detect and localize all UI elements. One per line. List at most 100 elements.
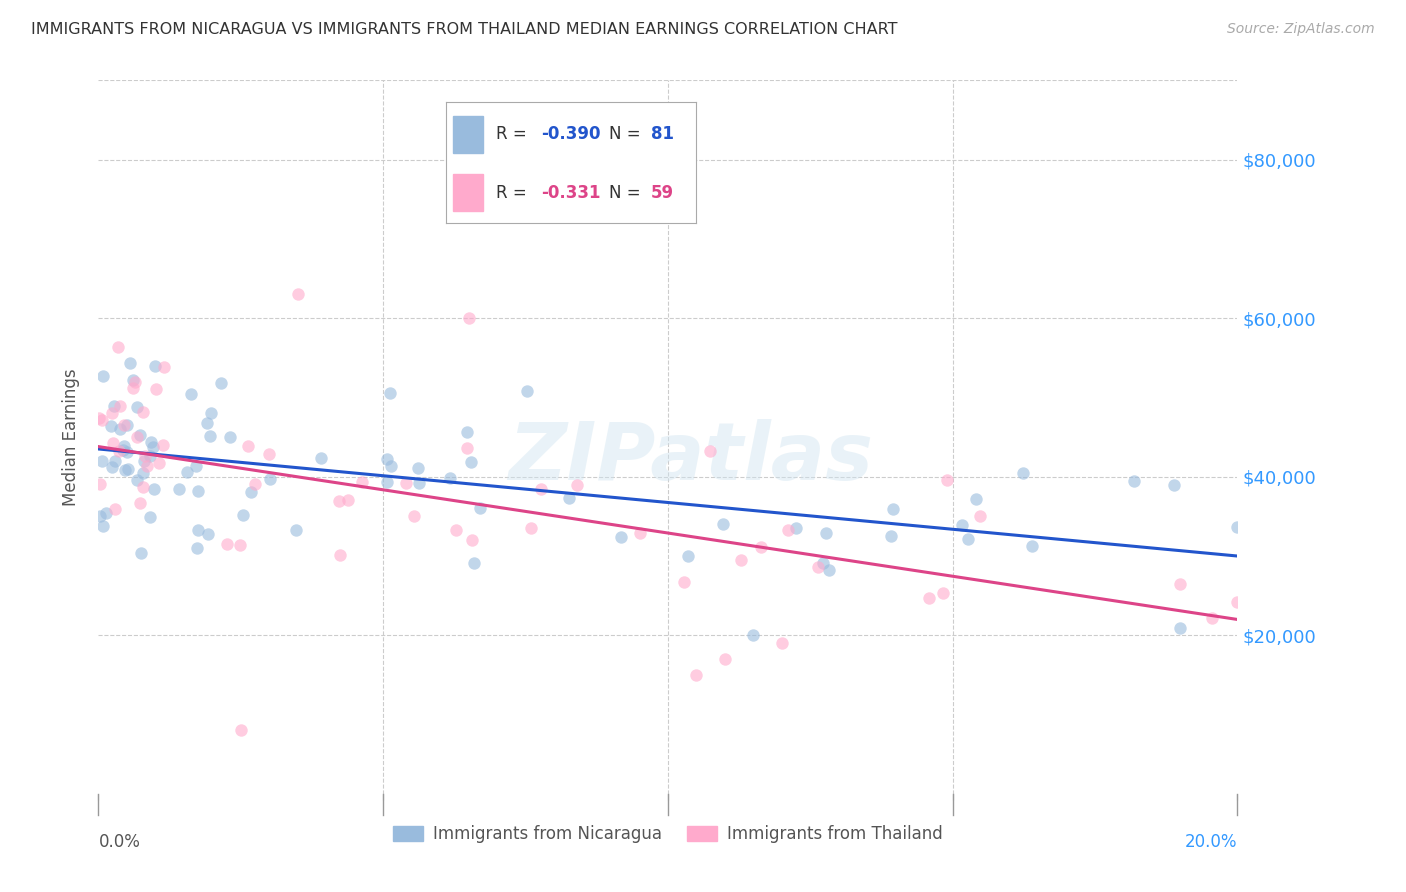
Point — [404, 509, 426, 524]
Point — [232, 508, 254, 522]
Point — [129, 546, 152, 560]
Point — [87, 410, 110, 425]
Point — [1163, 477, 1185, 491]
Point — [239, 485, 262, 500]
Point — [672, 575, 695, 590]
Point — [114, 463, 136, 477]
Point — [460, 455, 482, 469]
Point — [628, 208, 651, 222]
Point — [236, 439, 259, 453]
Point — [610, 530, 633, 544]
Point — [932, 586, 955, 600]
Point — [94, 506, 117, 520]
Point — [145, 382, 167, 396]
Point — [785, 520, 807, 534]
Point — [128, 495, 150, 509]
Point — [457, 311, 479, 326]
Point — [200, 406, 222, 420]
Point — [685, 668, 707, 682]
Point — [141, 440, 163, 454]
Point — [91, 368, 114, 383]
Point — [1201, 611, 1223, 625]
Point — [136, 458, 159, 473]
Text: 20.0%: 20.0% — [1185, 833, 1237, 851]
Point — [350, 475, 373, 489]
Point — [969, 509, 991, 524]
Point — [380, 459, 402, 474]
Point — [152, 438, 174, 452]
Point — [167, 482, 190, 496]
Point — [678, 549, 700, 563]
Point — [516, 384, 538, 399]
Point — [128, 428, 150, 442]
Point — [139, 510, 162, 524]
Point — [287, 287, 309, 301]
Point — [184, 458, 207, 473]
Point — [730, 553, 752, 567]
Point — [108, 422, 131, 436]
Point — [127, 473, 149, 487]
Point — [309, 451, 332, 466]
Point — [180, 387, 202, 401]
Point — [100, 419, 122, 434]
Point — [108, 400, 131, 414]
Point — [121, 373, 143, 387]
Point — [778, 523, 800, 537]
Point — [259, 472, 281, 486]
Point — [153, 359, 176, 374]
Point — [378, 386, 401, 401]
Point — [122, 381, 145, 395]
Point — [108, 444, 131, 458]
Point — [112, 442, 135, 457]
Point — [811, 556, 834, 570]
Point — [439, 470, 461, 484]
Point — [1226, 595, 1249, 609]
Point — [520, 520, 543, 534]
Point — [956, 532, 979, 546]
Point — [463, 556, 485, 570]
Point — [186, 541, 208, 556]
Point — [131, 405, 153, 419]
Point — [337, 492, 360, 507]
Point — [90, 413, 112, 427]
Text: Source: ZipAtlas.com: Source: ZipAtlas.com — [1227, 22, 1375, 37]
Point — [558, 491, 581, 505]
Point — [406, 461, 429, 475]
Point — [711, 517, 734, 532]
Point — [112, 439, 135, 453]
Point — [742, 628, 765, 642]
Point — [918, 591, 941, 605]
Point — [965, 492, 987, 507]
Point — [217, 537, 239, 551]
Point — [530, 483, 553, 497]
Point — [195, 416, 218, 430]
Point — [145, 359, 167, 373]
Point — [699, 444, 721, 458]
Point — [770, 636, 793, 650]
Point — [1012, 466, 1035, 480]
Text: 0.0%: 0.0% — [98, 833, 141, 851]
Point — [186, 484, 208, 499]
Point — [456, 442, 478, 456]
Point — [375, 452, 398, 467]
Point — [1021, 539, 1043, 553]
Point — [950, 518, 973, 533]
Point — [1170, 577, 1192, 591]
Point — [807, 559, 830, 574]
Point — [229, 538, 252, 552]
Point — [229, 723, 252, 738]
Point — [444, 524, 467, 538]
Point — [112, 418, 135, 433]
Point — [100, 460, 122, 475]
Legend: Immigrants from Nicaragua, Immigrants from Thailand: Immigrants from Nicaragua, Immigrants fr… — [387, 819, 949, 850]
Point — [101, 435, 124, 450]
Point — [104, 454, 127, 468]
Point — [131, 480, 153, 494]
Point — [243, 476, 266, 491]
Point — [817, 563, 839, 577]
Point — [89, 477, 111, 491]
Point — [1170, 621, 1192, 635]
Point — [134, 449, 156, 463]
Point — [197, 526, 219, 541]
Point — [118, 356, 141, 370]
